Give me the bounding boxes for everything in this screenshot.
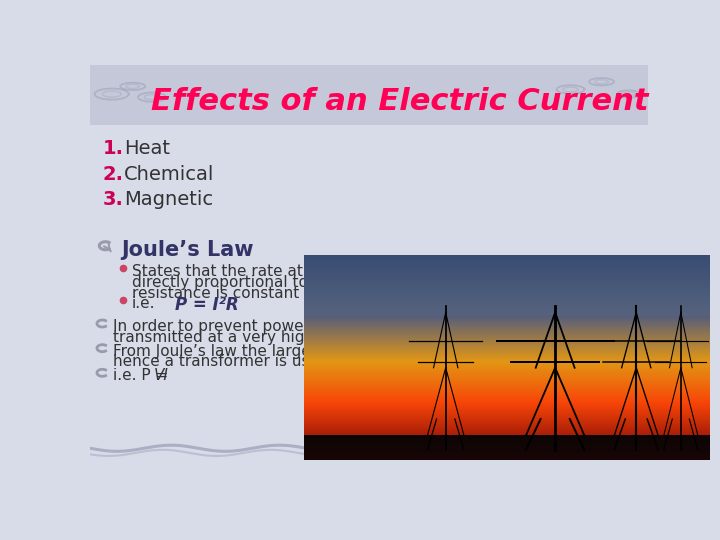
Text: 2.: 2. bbox=[102, 165, 123, 184]
Text: hence a transformer is used to increase voltage and lower current: hence a transformer is used to increase … bbox=[113, 354, 622, 369]
Text: i.e. P =: i.e. P = bbox=[113, 368, 174, 383]
Text: VI: VI bbox=[153, 368, 168, 383]
Text: 3.: 3. bbox=[102, 190, 123, 210]
Text: Heat: Heat bbox=[124, 139, 170, 159]
Text: 1.: 1. bbox=[102, 139, 123, 159]
FancyBboxPatch shape bbox=[90, 65, 648, 125]
Text: directly proportional to the square of the current provided its: directly proportional to the square of t… bbox=[132, 275, 600, 290]
Text: From Joule’s law the larger the current the more heat produced: From Joule’s law the larger the current … bbox=[113, 343, 599, 359]
Text: P = I²R: P = I²R bbox=[175, 296, 239, 314]
Text: Effects of an Electric Current: Effects of an Electric Current bbox=[151, 87, 649, 116]
Text: transmitted at a very high voltage (EHT: Extra High Tension).: transmitted at a very high voltage (EHT:… bbox=[113, 330, 580, 345]
Text: Chemical: Chemical bbox=[124, 165, 215, 184]
Text: resistance is constant: resistance is constant bbox=[132, 286, 299, 301]
Text: Joule’s Law: Joule’s Law bbox=[121, 240, 253, 260]
Text: Magnetic: Magnetic bbox=[124, 190, 213, 210]
Text: In order to prevent power lines from overheating, electricity is: In order to prevent power lines from ove… bbox=[113, 319, 591, 334]
Text: i.e.: i.e. bbox=[132, 296, 156, 311]
Text: States that the rate at which heat produced in a conductor is: States that the rate at which heat produ… bbox=[132, 264, 600, 279]
